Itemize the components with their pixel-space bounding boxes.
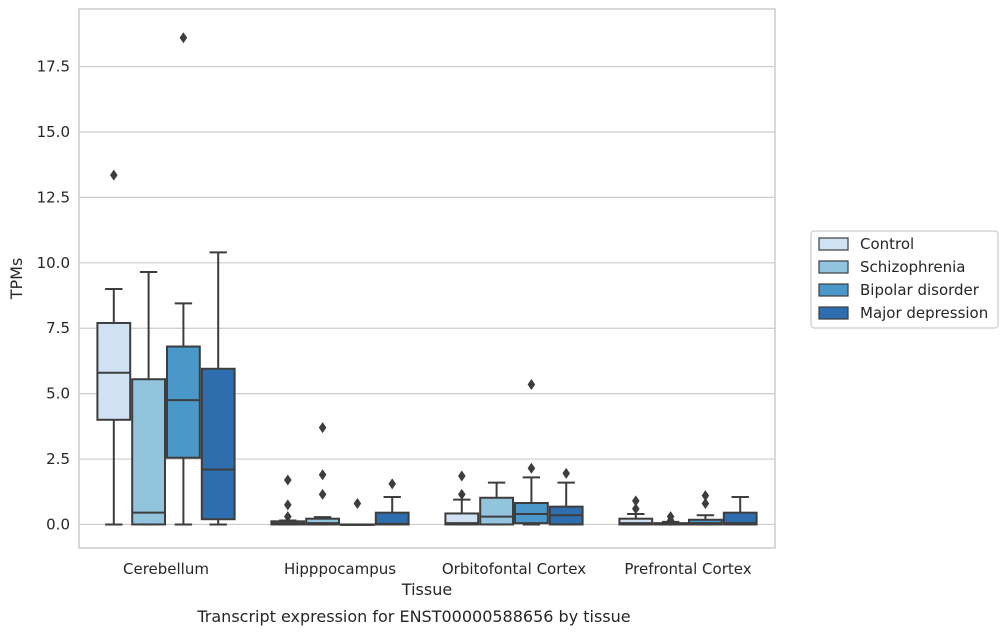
box-bipolar-disorder (688, 490, 723, 526)
box-body (96, 321, 132, 421)
box-body (166, 345, 201, 459)
outlier-point (284, 511, 292, 523)
y-tick-label: 0.0 (46, 515, 70, 533)
y-tick-label: 5.0 (46, 385, 70, 403)
box-schizophrenia (305, 422, 341, 526)
outlier-point (527, 378, 536, 390)
legend: Control Schizophrenia Bipolar disorder Majo… (810, 230, 999, 329)
box-body (688, 518, 723, 526)
outlier-point (284, 474, 292, 486)
outlier-point (458, 470, 466, 482)
box-body (200, 367, 236, 521)
box-body (374, 511, 410, 526)
box-major-depression (374, 478, 410, 526)
y-tick-label: 7.5 (46, 319, 70, 337)
outlier-point (701, 490, 710, 502)
y-tick-labels: 0.0 2.5 5.0 7.5 10.0 12.5 15.0 17.5 (37, 58, 70, 534)
box-control (618, 495, 654, 526)
outlier-point (527, 462, 536, 474)
box-schizophrenia (131, 270, 166, 526)
box-body (305, 517, 341, 526)
y-tick-label: 15.0 (37, 123, 70, 141)
legend-label: Bipolar disorder (860, 281, 980, 299)
x-tick-label: Cerebellum (123, 560, 209, 578)
x-axis-label: Tissue (401, 580, 452, 599)
outlier-point (353, 498, 362, 510)
outlier-point (318, 422, 327, 434)
y-tick-label: 2.5 (46, 450, 70, 468)
box-major-depression (722, 495, 758, 526)
y-tick-label: 17.5 (37, 58, 70, 76)
legend-swatch (818, 237, 849, 251)
x-tick-label: Orbitofontal Cortex (442, 560, 586, 578)
legend-label: Control (860, 235, 914, 253)
boxes (96, 32, 758, 527)
box-bipolar-disorder (166, 32, 201, 526)
outlier-point (666, 511, 675, 523)
legend-label: Major depression (860, 304, 988, 322)
box-body (479, 496, 515, 526)
outlier-point (701, 498, 710, 510)
y-tick-label: 12.5 (37, 188, 70, 206)
box-control (270, 474, 306, 526)
x-tick-label: Prefrontal Cortex (624, 560, 751, 578)
box-major-depression (200, 251, 236, 526)
box-bipolar-disorder (514, 378, 549, 526)
y-axis-label: TPMs (7, 258, 26, 301)
x-tick-label: Hipppocampus (284, 560, 396, 578)
outlier-point (179, 32, 188, 44)
box-control (96, 169, 132, 526)
chart-title: Transcript expression for ENST0000058865… (196, 607, 630, 626)
legend-swatch (818, 283, 849, 297)
outlier-point (562, 467, 570, 479)
box-body (618, 517, 654, 526)
outlier-point (318, 488, 327, 500)
y-tick-label: 10.0 (37, 254, 70, 272)
legend-frame (810, 230, 999, 329)
box-major-depression (548, 467, 584, 526)
outlier-point (388, 478, 396, 490)
box-body (444, 512, 480, 526)
legend-swatch (818, 260, 849, 274)
box-body (131, 378, 166, 526)
box-body (722, 511, 758, 526)
box-control (444, 470, 480, 526)
outlier-point (632, 495, 640, 507)
outlier-point (318, 469, 327, 481)
outlier-point (632, 503, 640, 515)
legend-label: Schizophrenia (860, 258, 965, 276)
x-tick-labels: Cerebellum Hipppocampus Orbitofontal Corte… (123, 560, 752, 578)
outlier-point (458, 488, 466, 500)
outlier-point (284, 499, 292, 511)
plot-frame (78, 8, 776, 549)
box-schizophrenia (653, 511, 689, 527)
box-bipolar-disorder (340, 498, 375, 526)
outlier-point (110, 169, 118, 181)
box-schizophrenia (479, 481, 515, 526)
legend-swatch (818, 306, 849, 320)
